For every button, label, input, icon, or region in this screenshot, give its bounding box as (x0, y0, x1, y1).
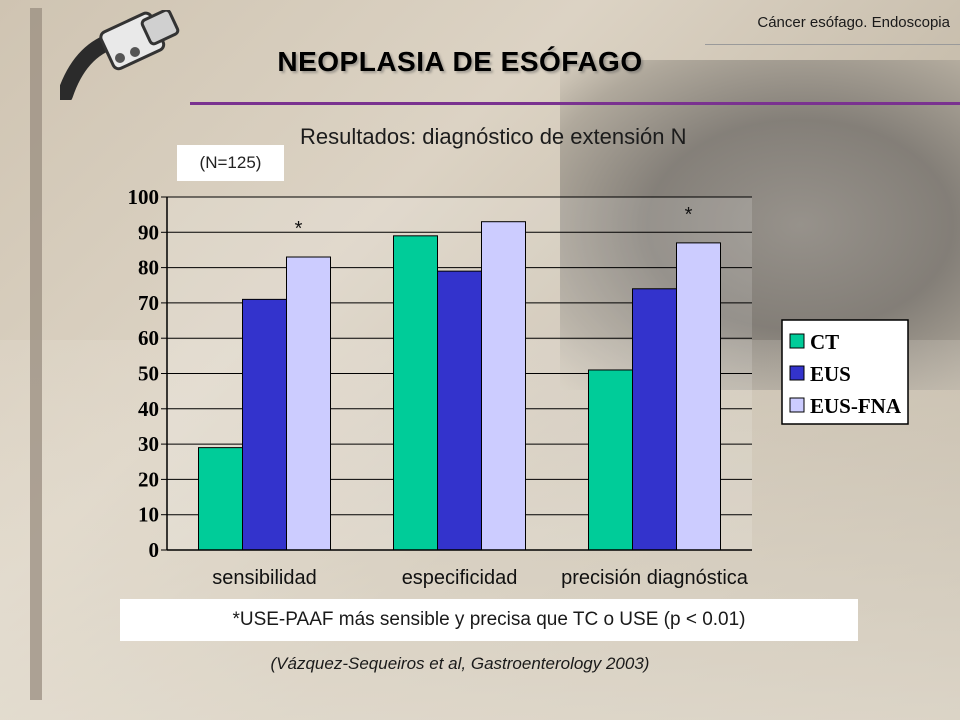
y-tick-label: 0 (149, 538, 160, 562)
y-tick-label: 30 (138, 432, 159, 456)
legend-label: EUS-FNA (810, 394, 902, 418)
y-tick-label: 90 (138, 220, 159, 244)
slide-header-label: Cáncer esófago. Endoscopia (757, 14, 950, 31)
x-tick-label: precisión diagnóstica (561, 567, 749, 589)
significance-note: *USE-PAAF más sensible y precisa que TC … (232, 609, 746, 630)
y-tick-label: 10 (138, 503, 159, 527)
legend-label: CT (810, 330, 839, 354)
bars (198, 221, 721, 551)
legend-swatch (789, 397, 805, 413)
bar (481, 221, 526, 551)
bar (198, 447, 243, 551)
bar (437, 270, 482, 551)
page-title: NEOPLASIA DE ESÓFAGO (277, 46, 643, 77)
title-underline (190, 102, 960, 105)
bar (286, 256, 331, 551)
y-tick-label: 60 (138, 326, 159, 350)
y-tick-label: 70 (138, 291, 159, 315)
citation: (Vázquez-Sequeiros et al, Gastroenterolo… (270, 654, 650, 673)
sample-size-label: (N=125) (199, 153, 262, 172)
y-tick-label: 50 (138, 362, 159, 386)
significance-markers: ** (295, 204, 693, 240)
x-tick-labels: sensibilidad especificidad precisión diagn… (212, 567, 749, 589)
bar (676, 242, 721, 551)
x-tick-label: sensibilidad (212, 567, 317, 589)
y-tick-label: 80 (138, 256, 159, 280)
y-tick-label: 40 (138, 397, 159, 421)
bar (632, 288, 677, 551)
legend-label: EUS (810, 362, 851, 386)
legend: CT EUS EUS-FNA (781, 319, 909, 425)
left-decorative-bar (30, 8, 42, 700)
endoscope-icon (60, 10, 180, 100)
bar (242, 298, 287, 551)
header-divider (705, 44, 960, 45)
legend-swatch (789, 365, 805, 381)
significance-marker: * (295, 218, 303, 240)
y-tick-label: 20 (138, 467, 159, 491)
significance-note-box: *USE-PAAF más sensible y precisa que TC … (120, 599, 858, 641)
sample-size-box: (N=125) (177, 145, 284, 181)
bar (393, 235, 438, 551)
axes (166, 197, 752, 551)
chart-subtitle: Resultados: diagnóstico de extensión N (300, 124, 687, 149)
significance-marker: * (685, 204, 693, 226)
bar (588, 369, 633, 551)
legend-swatch (789, 333, 805, 349)
y-tick-labels: 0 10 20 30 40 50 60 70 80 90 100 (128, 185, 160, 562)
x-tick-label: especificidad (402, 567, 518, 589)
y-tick-label: 100 (128, 185, 160, 209)
